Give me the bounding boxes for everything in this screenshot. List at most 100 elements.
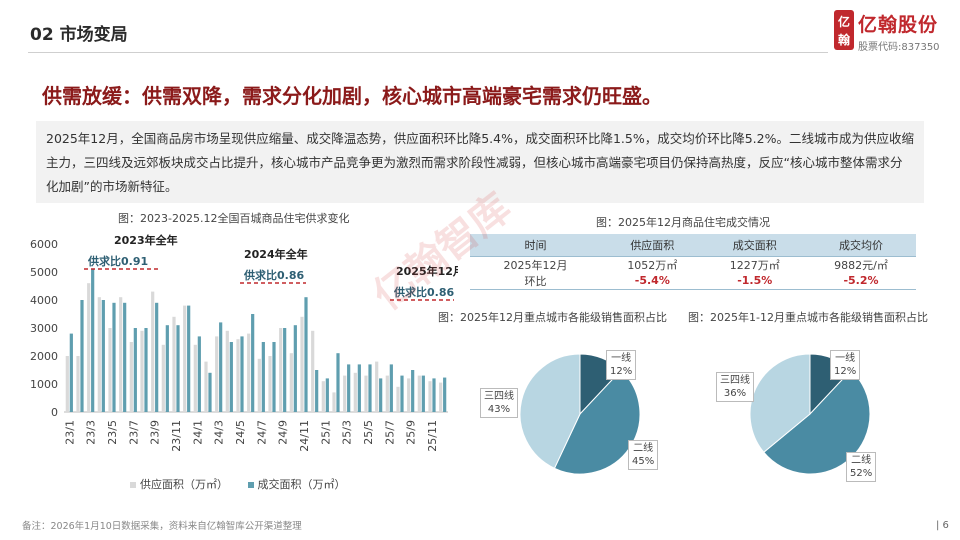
company-logo: 亿 翰 亿翰股份 股票代码:837350 (834, 8, 946, 56)
slide-header: 02 市场变局 亿 翰 亿翰股份 股票代码:837350 (0, 0, 960, 64)
pie1-label-tier1-value: 12% (610, 366, 633, 377)
x-tick-label: 25/5 (362, 420, 375, 445)
table-cell: 9882元/㎡ (834, 258, 888, 272)
table-header-cell: 供应面积 (601, 234, 704, 257)
logo-mark-icon: 亿 翰 (834, 10, 854, 50)
table-cell: -5.2% (805, 272, 916, 290)
deal-bar (144, 328, 148, 412)
deal-bar (261, 342, 265, 412)
table-caption: 图：2025年12月商品住宅成交情况 (596, 216, 770, 229)
pie1-label-tier1: 一线 12% (606, 350, 637, 380)
supply-bar (204, 361, 208, 412)
supply-bar (300, 316, 304, 412)
supply-bar (439, 382, 443, 412)
deal-bar (389, 364, 393, 412)
pie1-label-tier2: 二线 45% (628, 440, 659, 470)
deal-bar (379, 378, 383, 412)
deal-bar (229, 342, 233, 412)
deal-bar (69, 333, 73, 412)
deal-bar (368, 364, 372, 412)
supply-bar (140, 330, 144, 412)
supply-bar (268, 356, 272, 412)
x-tick-label: 25/3 (341, 420, 354, 445)
logo-mark-top: 亿 (837, 15, 850, 29)
pie1-label-tier34: 三四线 43% (480, 388, 518, 418)
deal-bar (293, 325, 297, 412)
supply-bar (289, 353, 293, 412)
table-header-row: 时间 供应面积 成交面积 成交均价 (470, 234, 916, 257)
supply-bar (193, 344, 197, 412)
logo-name: 亿翰股份 (858, 14, 939, 36)
deal-bar (272, 342, 276, 412)
table-cell: -5.4% (601, 272, 704, 290)
deal-bar (219, 322, 223, 412)
pie2-label-tier1-value: 12% (834, 366, 857, 377)
supply-bar (97, 297, 101, 412)
x-tick-label: 23/11 (170, 420, 183, 452)
legend-deal-swatch (247, 482, 254, 488)
supply-bar (76, 356, 80, 412)
deal-bar (197, 336, 201, 412)
footnote: 备注：2026年1月10日数据采集，资料来自亿翰智库公开渠道整理 (22, 521, 302, 532)
y-tick-label: 4000 (30, 294, 58, 307)
deal-bar (411, 370, 415, 412)
header-divider (28, 52, 828, 53)
bar-chart-caption: 图：2023-2025.12全国百城商品住宅供求变化 (118, 212, 350, 225)
supply-bar (161, 344, 165, 412)
x-tick-label: 24/7 (255, 420, 268, 445)
supply-bar (417, 375, 421, 412)
y-tick-label: 3000 (30, 322, 58, 335)
supply-bar (353, 372, 357, 412)
deal-bar (283, 328, 287, 412)
supply-bar (183, 305, 187, 412)
y-tick-label: 0 (51, 406, 58, 419)
pie2-label-tier34: 三四线 36% (716, 372, 754, 402)
legend-deal-label: 成交面积（万㎡） (257, 478, 346, 491)
table-row: 环比 -5.4% -1.5% -5.2% (470, 272, 916, 290)
pie2-label-tier34-name: 三四线 (720, 375, 750, 386)
bar-chart-legend: 供应面积（万㎡） 成交面积（万㎡） (130, 476, 362, 492)
transaction-table: 时间 供应面积 成交面积 成交均价 2025年12月 1052万㎡ 1227万㎡… (470, 234, 916, 290)
deal-bar (315, 370, 319, 412)
x-tick-label: 24/1 (191, 420, 204, 445)
annotation-ratio: 供求比0.86 (393, 285, 454, 299)
deal-bar (91, 269, 95, 412)
table-row: 2025年12月 1052万㎡ 1227万㎡ 9882元/㎡ (470, 256, 916, 273)
deal-bar (176, 325, 180, 412)
page-number: | 6 (936, 520, 949, 531)
deal-bar (251, 314, 255, 412)
x-tick-label: 24/9 (277, 420, 290, 445)
x-tick-label: 23/5 (106, 420, 119, 445)
pie-slice (519, 353, 581, 469)
x-tick-label: 23/3 (85, 420, 98, 445)
pie1-label-tier2-name: 二线 (633, 443, 654, 454)
deal-bar (133, 328, 137, 412)
table-cell: 1052万㎡ (627, 258, 678, 272)
supply-bar (407, 378, 411, 412)
supply-bar (129, 342, 133, 412)
supply-bar (375, 361, 379, 412)
x-tick-label: 24/5 (234, 420, 247, 445)
pie1-label-tier1-name: 一线 (611, 353, 632, 364)
supply-bar (311, 330, 315, 412)
supply-bar (247, 333, 251, 412)
pie2-label-tier34-value: 36% (723, 388, 747, 399)
y-tick-label: 6000 (30, 238, 58, 251)
supply-bar (396, 386, 400, 412)
supply-bar (215, 336, 219, 412)
deal-bar (112, 302, 116, 412)
section-title: 02 市场变局 (30, 25, 128, 45)
deal-bar (80, 300, 84, 412)
supply-bar (87, 283, 91, 412)
deal-bar (187, 305, 191, 412)
annotation-title: 2023年全年 (114, 233, 178, 247)
supply-bar (225, 330, 229, 412)
table-cell: 2025年12月 (503, 258, 568, 272)
summary-box: 2025年12月，全国商品房市场呈现供应缩量、成交降温态势，供应面积环比降5.4… (36, 121, 924, 203)
x-tick-label: 23/1 (63, 420, 76, 445)
x-tick-label: 23/9 (149, 420, 162, 445)
deal-bar (101, 300, 105, 412)
pie1-label-tier34-value: 43% (487, 404, 511, 415)
x-tick-label: 24/3 (213, 420, 226, 445)
x-tick-label: 23/7 (127, 420, 140, 445)
